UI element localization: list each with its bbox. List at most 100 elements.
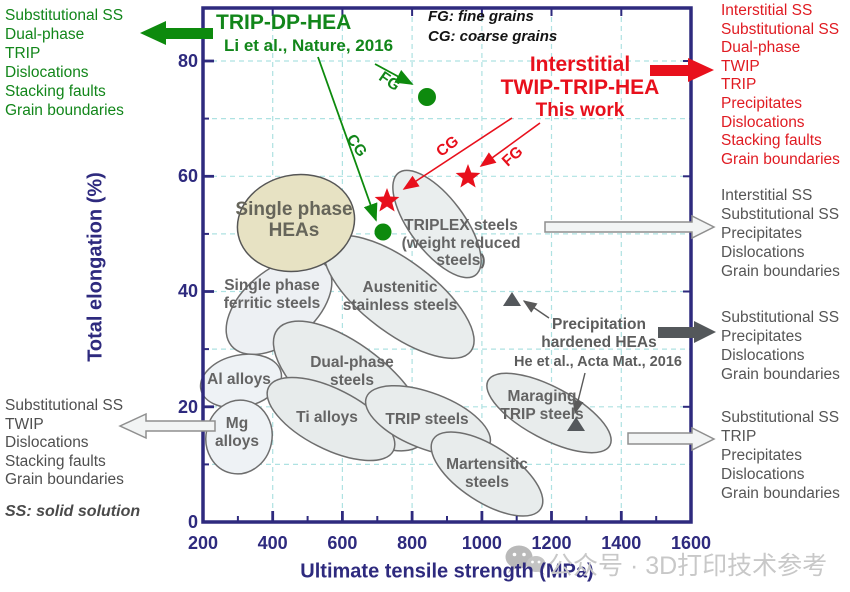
red-annotation-line3: This work bbox=[535, 100, 625, 121]
list-item: Substitutional SS bbox=[721, 409, 840, 426]
red-cg-arrow bbox=[402, 117, 513, 190]
label-line: steels) bbox=[436, 251, 486, 269]
list-item: Precipitates bbox=[721, 328, 802, 345]
list-item: TWIP bbox=[721, 57, 760, 75]
list-item: Stacking faults bbox=[721, 132, 822, 150]
y-tick-40: 40 bbox=[177, 281, 198, 301]
y-tick-20: 20 bbox=[177, 397, 198, 417]
gray-triangle-marker-2 bbox=[567, 417, 585, 431]
y-axis-title: Total elongation (%) bbox=[84, 172, 107, 362]
list-item: Dislocations bbox=[721, 113, 805, 131]
list-item: Precipitates bbox=[721, 447, 802, 464]
list-item: Stacking faults bbox=[5, 452, 106, 470]
list-item: Substitutional SS bbox=[721, 309, 840, 326]
label-line: stainless steels bbox=[342, 297, 458, 314]
precip-hardened-heas-label: Precipitation hardened HEAs bbox=[541, 316, 656, 352]
list-item: Substitutional SS bbox=[721, 20, 840, 38]
label-line: TRIPLEX steels bbox=[404, 216, 518, 234]
x-tick-1400: 1400 bbox=[601, 533, 642, 553]
list-item: Dual-phase bbox=[5, 26, 85, 43]
list-item: Dislocations bbox=[5, 64, 89, 81]
y-tick-60: 60 bbox=[177, 166, 198, 186]
x-tick-600: 600 bbox=[327, 533, 358, 553]
label-line: HEAs bbox=[268, 220, 320, 241]
label-line: alloys bbox=[215, 433, 259, 450]
list-item: Substitutional SS bbox=[5, 7, 124, 24]
dark-gray-right-arrow bbox=[658, 321, 716, 343]
austenitic-steels-label: Austenitic stainless steels bbox=[343, 279, 458, 315]
label-line: Austenitic bbox=[362, 279, 438, 296]
list-item: Precipitates bbox=[721, 225, 802, 242]
al-alloys-label: Al alloys bbox=[207, 371, 271, 388]
trip-steels-label: TRIP steels bbox=[385, 411, 469, 428]
triplex-steels-label: TRIPLEX steels (weight reduced steels) bbox=[402, 217, 521, 270]
mechanism-list-right-middle: Substitutional SS Precipitates Dislocati… bbox=[721, 308, 840, 384]
red-star-marker-fg bbox=[455, 164, 481, 188]
fg-key: FG: fine grains bbox=[428, 8, 534, 25]
green-circle-marker-cg bbox=[374, 223, 392, 241]
list-item: Dual-phase bbox=[721, 39, 801, 57]
list-item: Grain boundaries bbox=[5, 471, 124, 489]
red-right-block-arrow bbox=[650, 58, 714, 82]
triplex-steels-ellipse bbox=[392, 169, 482, 279]
list-item: Dislocations bbox=[721, 244, 805, 261]
label-line: Maraging bbox=[507, 388, 577, 405]
outline-left-arrow bbox=[118, 412, 216, 440]
x-tick-800: 800 bbox=[397, 533, 428, 553]
list-item: Dislocations bbox=[721, 347, 805, 364]
label-line: steels bbox=[330, 372, 374, 389]
x-tick-200: 200 bbox=[187, 533, 219, 553]
maraging-trip-steels-label: Maraging TRIP steels bbox=[500, 388, 583, 424]
green-cg-arrow bbox=[317, 56, 378, 222]
list-item: Precipitates bbox=[721, 94, 802, 112]
mechanism-list-right-upper: Interstitial SS Substitutional SS Precip… bbox=[721, 186, 840, 281]
y-tick-80: 80 bbox=[177, 51, 198, 71]
list-item: Dislocations bbox=[5, 434, 89, 452]
list-item: Grain boundaries bbox=[721, 366, 840, 383]
martensitic-steels-ellipse bbox=[430, 431, 544, 517]
martensitic-steels-label: Martensitic steels bbox=[446, 456, 528, 492]
watermark-text: 公众号 · 3D打印技术参考 bbox=[548, 552, 828, 580]
list-item: TWIP bbox=[5, 415, 44, 433]
label-line: Single phase bbox=[235, 199, 353, 220]
ti-alloys-label: Ti alloys bbox=[296, 409, 358, 426]
list-item: Grain boundaries bbox=[721, 485, 840, 502]
outline-right-arrow-lower bbox=[627, 426, 716, 452]
list-item: Dislocations bbox=[721, 466, 805, 483]
x-tick-1000: 1000 bbox=[461, 533, 502, 553]
mechanism-list-bottom-left: Substitutional SS TWIP Dislocations Stac… bbox=[5, 397, 124, 490]
precip-arrow-1 bbox=[522, 300, 550, 319]
grain-size-key: FG: fine grains CG: coarse grains bbox=[428, 7, 557, 47]
precip-arrow-2 bbox=[572, 372, 586, 415]
list-item: TRIP bbox=[5, 45, 41, 62]
cg-key: CG: coarse grains bbox=[428, 28, 558, 45]
label-line: Single phase bbox=[224, 277, 320, 294]
green-left-block-arrow bbox=[140, 21, 213, 45]
x-tick-1200: 1200 bbox=[531, 533, 572, 553]
wechat-icon bbox=[505, 545, 546, 575]
red-star-marker-cg bbox=[374, 188, 400, 212]
list-item: Stacking faults bbox=[5, 83, 106, 100]
list-item: TRIP bbox=[721, 76, 757, 94]
list-item: Interstitial SS bbox=[721, 2, 813, 19]
axis-ticks bbox=[201, 8, 693, 524]
label-line: Martensitic bbox=[446, 456, 528, 473]
precip-hardened-heas-reference: He et al., Acta Mat., 2016 bbox=[514, 354, 682, 370]
gray-triangle-marker-1 bbox=[503, 292, 521, 306]
list-item: Grain boundaries bbox=[5, 102, 124, 119]
label-line: ferritic steels bbox=[223, 295, 321, 312]
dual-phase-steels-label: Dual-phase steels bbox=[310, 354, 394, 390]
label-line: steels bbox=[465, 474, 509, 491]
mg-alloys-label: Mg alloys bbox=[215, 415, 259, 451]
green-annotation-title: TRIP-DP-HEA bbox=[216, 11, 352, 34]
label-line: (weight reduced bbox=[401, 234, 521, 252]
green-circle-marker-fg bbox=[418, 88, 436, 106]
ti-alloys-ellipse bbox=[266, 376, 396, 462]
x-tick-400: 400 bbox=[257, 533, 288, 553]
list-item: TRIP bbox=[721, 428, 757, 445]
y-tick-0: 0 bbox=[187, 512, 198, 532]
list-item: Interstitial SS bbox=[721, 187, 813, 204]
green-fg-arrow bbox=[374, 63, 414, 85]
red-annotation-line1: Interstitial bbox=[529, 53, 631, 76]
